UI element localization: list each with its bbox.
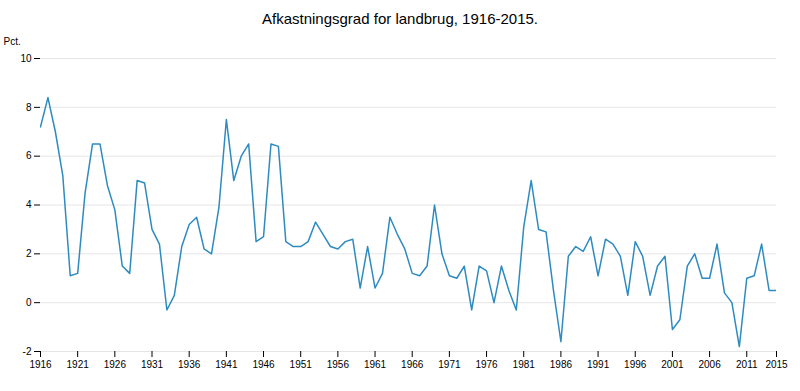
- svg-text:1966: 1966: [401, 359, 424, 370]
- svg-text:Pct.: Pct.: [4, 36, 21, 47]
- svg-text:1996: 1996: [624, 359, 647, 370]
- svg-text:-2: -2: [23, 346, 32, 357]
- svg-text:2001: 2001: [661, 359, 684, 370]
- svg-text:2015: 2015: [765, 359, 788, 370]
- svg-text:8: 8: [26, 102, 32, 113]
- svg-text:1926: 1926: [104, 359, 127, 370]
- svg-text:1976: 1976: [475, 359, 498, 370]
- svg-text:1981: 1981: [513, 359, 536, 370]
- svg-text:1961: 1961: [364, 359, 387, 370]
- svg-text:1986: 1986: [550, 359, 573, 370]
- svg-text:1971: 1971: [438, 359, 461, 370]
- svg-text:1991: 1991: [587, 359, 610, 370]
- svg-text:1931: 1931: [141, 359, 164, 370]
- svg-text:2006: 2006: [698, 359, 721, 370]
- svg-text:2011: 2011: [736, 359, 758, 370]
- svg-text:10: 10: [20, 53, 32, 64]
- svg-text:1916: 1916: [29, 359, 52, 370]
- svg-text:1921: 1921: [67, 359, 90, 370]
- svg-text:1956: 1956: [327, 359, 350, 370]
- svg-text:0: 0: [26, 297, 32, 308]
- html-text:Afkastningsgrad for landbrug,: Afkastningsgrad for landbrug, 1916-2015.: [262, 10, 538, 27]
- svg-text:4: 4: [26, 199, 32, 210]
- svg-text:1941: 1941: [215, 359, 238, 370]
- svg-text:2: 2: [26, 248, 32, 259]
- svg-text:1951: 1951: [290, 359, 313, 370]
- svg-text:6: 6: [26, 150, 32, 161]
- svg-text:1936: 1936: [178, 359, 201, 370]
- svg-text:1946: 1946: [252, 359, 275, 370]
